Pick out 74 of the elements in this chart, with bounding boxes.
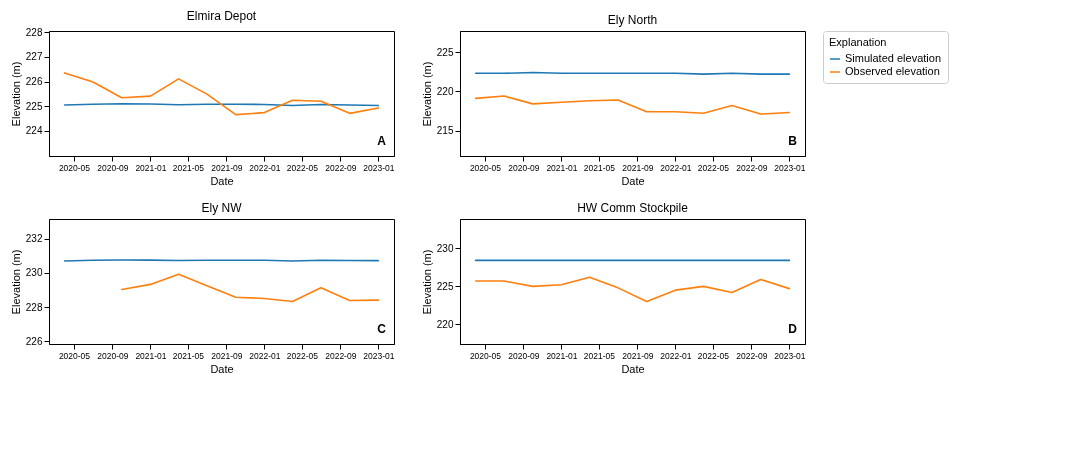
x-tick-label: 2021-05 bbox=[172, 162, 205, 173]
y-axis-title: Elevation (m) bbox=[420, 61, 433, 127]
y-tick-label: 225 bbox=[436, 46, 454, 58]
x-tick-label: 2020-05 bbox=[58, 350, 91, 361]
x-tick-label: 2020-09 bbox=[97, 162, 129, 173]
x-tick-label: 2020-09 bbox=[508, 350, 540, 361]
x-tick-label: 2022-09 bbox=[736, 350, 768, 361]
x-tick-label: 2021-01 bbox=[135, 162, 167, 173]
x-tick-label: 2020-09 bbox=[508, 162, 540, 173]
line-series bbox=[474, 95, 791, 115]
x-axis-title: Date bbox=[621, 175, 645, 187]
y-tick-label: 220 bbox=[436, 85, 454, 97]
x-tick-label: 2022-05 bbox=[286, 162, 319, 173]
x-tick-label: 2022-09 bbox=[325, 350, 357, 361]
x-tick-label: 2022-09 bbox=[325, 162, 357, 173]
x-tick-label: 2021-09 bbox=[622, 350, 654, 361]
chart-title: Elmira Depot bbox=[186, 9, 257, 24]
y-axis-title: Elevation (m) bbox=[9, 249, 22, 315]
y-tick-label: 230 bbox=[436, 242, 454, 254]
x-tick-label: 2020-05 bbox=[58, 162, 91, 173]
x-tick-label: 2022-01 bbox=[660, 350, 692, 361]
x-tick-label: 2021-09 bbox=[211, 350, 243, 361]
y-tick-label: 224 bbox=[25, 125, 43, 137]
y-tick-label: 228 bbox=[25, 26, 43, 38]
x-tick-label: 2023-01 bbox=[774, 350, 806, 361]
x-tick-label: 2020-05 bbox=[469, 162, 502, 173]
chart-title: Ely North bbox=[607, 12, 658, 27]
y-tick-label: 226 bbox=[25, 335, 43, 347]
legend-title: Explanation bbox=[829, 36, 887, 48]
chart-title: HW Comm Stockpile bbox=[577, 201, 689, 215]
y-tick-label: 215 bbox=[436, 125, 454, 137]
x-axis-title: Date bbox=[210, 175, 234, 187]
y-tick-label: 230 bbox=[25, 267, 43, 279]
y-tick-label: 228 bbox=[25, 301, 43, 313]
x-tick-label: 2021-01 bbox=[546, 350, 578, 361]
x-tick-label: 2021-05 bbox=[583, 350, 616, 361]
x-tick-label: 2022-09 bbox=[736, 162, 768, 173]
x-tick-label: 2020-09 bbox=[97, 350, 129, 361]
x-axis-title: Date bbox=[621, 363, 645, 375]
y-tick-label: 226 bbox=[25, 76, 43, 88]
x-axis-title: Date bbox=[210, 363, 234, 375]
y-tick-label: 232 bbox=[25, 233, 43, 245]
annotation: A bbox=[377, 134, 387, 148]
x-tick-label: 2022-01 bbox=[660, 162, 692, 173]
annotation: B bbox=[788, 134, 798, 148]
line-series bbox=[120, 273, 380, 303]
x-tick-label: 2023-01 bbox=[363, 350, 395, 361]
y-tick-label: 225 bbox=[436, 280, 454, 292]
y-tick-label: 220 bbox=[436, 318, 454, 330]
chart-title: Ely NW bbox=[201, 201, 243, 215]
x-tick-label: 2022-05 bbox=[697, 350, 730, 361]
annotation: D bbox=[788, 322, 798, 336]
legend-label: Simulated elevation bbox=[845, 52, 942, 64]
x-tick-label: 2021-01 bbox=[546, 162, 578, 173]
x-tick-label: 2022-01 bbox=[249, 350, 281, 361]
line-series bbox=[474, 276, 791, 303]
y-tick-label: 225 bbox=[25, 100, 43, 112]
y-tick-label: 227 bbox=[25, 51, 43, 63]
legend-label: Observed elevation bbox=[845, 65, 940, 77]
annotation: C bbox=[377, 322, 387, 336]
x-tick-label: 2021-09 bbox=[211, 162, 243, 173]
line-series bbox=[63, 72, 380, 116]
x-tick-label: 2022-05 bbox=[286, 350, 319, 361]
x-tick-label: 2023-01 bbox=[363, 162, 395, 173]
x-tick-label: 2022-01 bbox=[249, 162, 281, 173]
x-tick-label: 2021-05 bbox=[583, 162, 616, 173]
x-tick-label: 2021-09 bbox=[622, 162, 654, 173]
y-axis-title: Elevation (m) bbox=[9, 61, 22, 127]
x-tick-label: 2022-05 bbox=[697, 162, 730, 173]
x-tick-label: 2020-05 bbox=[469, 350, 502, 361]
y-axis-title: Elevation (m) bbox=[420, 249, 433, 315]
x-tick-label: 2023-01 bbox=[774, 162, 806, 173]
x-tick-label: 2021-05 bbox=[172, 350, 205, 361]
x-tick-label: 2021-01 bbox=[135, 350, 167, 361]
